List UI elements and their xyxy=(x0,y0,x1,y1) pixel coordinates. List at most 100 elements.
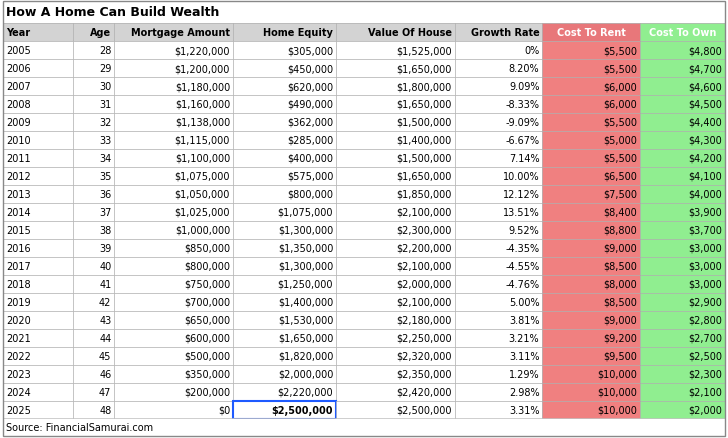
Bar xyxy=(73,383,114,401)
Text: $2,320,000: $2,320,000 xyxy=(396,351,452,361)
Bar xyxy=(542,96,641,114)
Text: $4,000: $4,000 xyxy=(688,190,722,200)
Bar xyxy=(542,329,641,347)
Text: 47: 47 xyxy=(99,387,111,397)
Text: $8,000: $8,000 xyxy=(604,279,638,290)
Text: $800,000: $800,000 xyxy=(184,261,230,272)
Bar xyxy=(455,150,542,168)
Text: $700,000: $700,000 xyxy=(184,297,230,307)
Bar xyxy=(114,276,233,293)
Text: Mortgage Amount: Mortgage Amount xyxy=(131,28,230,38)
Bar xyxy=(73,132,114,150)
Text: $8,500: $8,500 xyxy=(604,297,638,307)
Text: 8.20%: 8.20% xyxy=(509,64,539,74)
Bar xyxy=(641,186,725,204)
Text: $10,000: $10,000 xyxy=(598,387,638,397)
Bar xyxy=(455,401,542,419)
Bar xyxy=(336,276,455,293)
Bar xyxy=(114,150,233,168)
Text: Value Of House: Value Of House xyxy=(368,28,452,38)
Text: $4,800: $4,800 xyxy=(688,46,722,56)
Bar xyxy=(233,311,336,329)
Bar xyxy=(233,204,336,222)
Bar xyxy=(114,347,233,365)
Text: $2,180,000: $2,180,000 xyxy=(396,315,452,325)
Bar xyxy=(336,258,455,276)
Text: $3,900: $3,900 xyxy=(688,208,722,218)
Bar xyxy=(336,150,455,168)
Text: $2,350,000: $2,350,000 xyxy=(396,369,452,379)
Text: $2,250,000: $2,250,000 xyxy=(396,333,452,343)
Bar xyxy=(455,78,542,96)
Text: $305,000: $305,000 xyxy=(287,46,333,56)
Bar xyxy=(114,78,233,96)
Text: $3,000: $3,000 xyxy=(688,244,722,254)
Text: 39: 39 xyxy=(99,244,111,254)
Bar xyxy=(73,329,114,347)
Text: 9.09%: 9.09% xyxy=(509,82,539,92)
Bar xyxy=(641,383,725,401)
Text: $1,650,000: $1,650,000 xyxy=(278,333,333,343)
Text: $200,000: $200,000 xyxy=(184,387,230,397)
Bar xyxy=(3,60,73,78)
Text: $1,650,000: $1,650,000 xyxy=(396,64,452,74)
Bar xyxy=(641,24,725,42)
Bar xyxy=(641,293,725,311)
Bar xyxy=(455,186,542,204)
Bar xyxy=(114,42,233,60)
Text: $5,500: $5,500 xyxy=(604,118,638,128)
Bar xyxy=(3,96,73,114)
Text: 2017: 2017 xyxy=(6,261,31,272)
Text: $9,500: $9,500 xyxy=(604,351,638,361)
Bar xyxy=(233,222,336,240)
Bar xyxy=(455,383,542,401)
Bar xyxy=(3,258,73,276)
Text: $7,500: $7,500 xyxy=(604,190,638,200)
Text: $1,530,000: $1,530,000 xyxy=(278,315,333,325)
Text: $2,100,000: $2,100,000 xyxy=(396,208,452,218)
Bar xyxy=(73,222,114,240)
Text: 2018: 2018 xyxy=(6,279,31,290)
Bar xyxy=(3,222,73,240)
Text: 3.31%: 3.31% xyxy=(509,405,539,415)
Bar xyxy=(73,293,114,311)
Bar xyxy=(73,150,114,168)
Bar xyxy=(455,96,542,114)
Bar xyxy=(336,293,455,311)
Text: $4,400: $4,400 xyxy=(688,118,722,128)
Text: $2,900: $2,900 xyxy=(688,297,722,307)
Text: -4.76%: -4.76% xyxy=(505,279,539,290)
Text: $2,300,000: $2,300,000 xyxy=(396,226,452,236)
Text: 46: 46 xyxy=(99,369,111,379)
Bar xyxy=(233,401,336,419)
Bar xyxy=(3,240,73,258)
Text: $1,850,000: $1,850,000 xyxy=(396,190,452,200)
Bar xyxy=(542,168,641,186)
Text: $350,000: $350,000 xyxy=(184,369,230,379)
Text: $1,075,000: $1,075,000 xyxy=(277,208,333,218)
Bar xyxy=(114,383,233,401)
Text: $1,400,000: $1,400,000 xyxy=(397,136,452,146)
Bar xyxy=(114,222,233,240)
Bar xyxy=(73,60,114,78)
Text: 5.00%: 5.00% xyxy=(509,297,539,307)
Bar xyxy=(114,240,233,258)
Bar xyxy=(73,365,114,383)
Bar xyxy=(73,114,114,132)
Bar xyxy=(233,365,336,383)
Text: Source: FinancialSamurai.com: Source: FinancialSamurai.com xyxy=(6,422,153,432)
Text: 3.11%: 3.11% xyxy=(509,351,539,361)
Bar xyxy=(455,258,542,276)
Text: $2,800: $2,800 xyxy=(688,315,722,325)
Text: $6,000: $6,000 xyxy=(604,100,638,110)
Text: $6,000: $6,000 xyxy=(604,82,638,92)
Bar xyxy=(542,60,641,78)
Bar xyxy=(455,240,542,258)
Bar xyxy=(455,276,542,293)
Bar xyxy=(114,329,233,347)
Text: $1,400,000: $1,400,000 xyxy=(278,297,333,307)
Text: $5,500: $5,500 xyxy=(604,46,638,56)
Text: $1,525,000: $1,525,000 xyxy=(396,46,452,56)
Bar xyxy=(641,60,725,78)
Bar xyxy=(114,293,233,311)
